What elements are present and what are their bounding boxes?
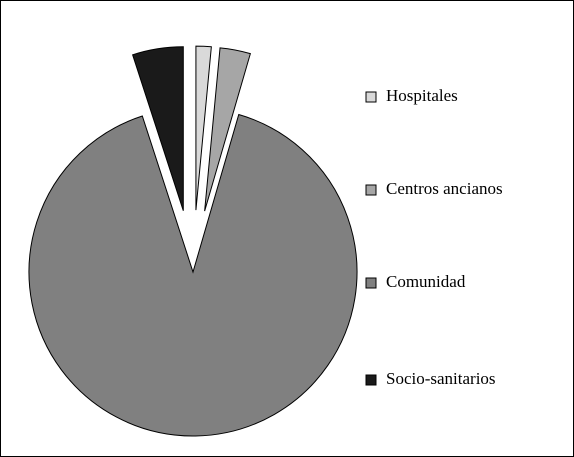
legend-swatch	[365, 374, 377, 386]
legend-label: Comunidad	[386, 272, 466, 291]
legend-label: Hospitales	[386, 86, 458, 105]
pie-slice	[131, 46, 184, 211]
legend-swatch	[365, 277, 377, 289]
legend-swatch	[365, 184, 377, 196]
legend-label: Socio-sanitarios	[386, 369, 496, 388]
pie-slice	[204, 47, 251, 212]
pie-slice	[195, 45, 212, 211]
legend-label: Centros ancianos	[386, 179, 503, 198]
legend-swatch	[365, 91, 377, 103]
pie-slice	[28, 113, 358, 437]
